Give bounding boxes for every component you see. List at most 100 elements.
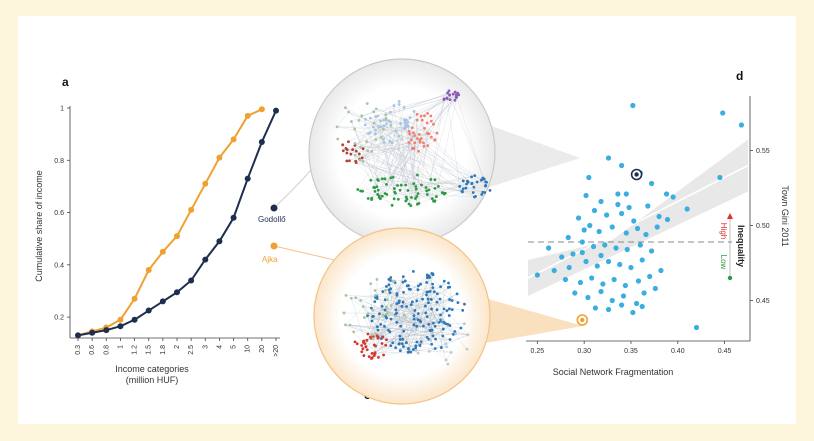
network-node <box>426 297 430 301</box>
scatter-point <box>623 230 629 236</box>
network-node <box>348 323 352 327</box>
income-series-point <box>145 307 152 314</box>
network-node <box>481 177 485 181</box>
network-edge <box>445 352 452 361</box>
network-node <box>364 118 368 121</box>
network-node <box>382 137 386 141</box>
network-edge <box>390 288 442 348</box>
network-node <box>438 297 442 301</box>
network-node <box>373 190 377 193</box>
network-node <box>415 340 419 344</box>
network-node <box>402 345 405 348</box>
network-node <box>413 197 417 200</box>
network-node <box>395 321 399 324</box>
network-edge <box>370 91 456 119</box>
scatter-point <box>577 279 584 286</box>
network-edge <box>449 95 486 182</box>
network-node <box>350 120 353 123</box>
network-edge <box>363 124 408 149</box>
network-node <box>360 344 364 347</box>
gini-y-tick-label: 0.50 <box>756 223 770 230</box>
network-node <box>344 147 348 150</box>
network-edge <box>367 320 373 335</box>
network-edge <box>369 320 421 357</box>
network-node <box>380 342 384 345</box>
scatter-point <box>596 228 602 235</box>
network-node <box>466 180 470 184</box>
network-edge <box>346 132 371 154</box>
scatter-point <box>617 261 623 268</box>
scatter-point <box>586 174 592 181</box>
network-node <box>430 332 434 335</box>
network-node <box>368 116 372 120</box>
network-node <box>357 152 361 156</box>
network-node <box>448 93 451 97</box>
network-node <box>383 324 386 328</box>
income-series-point <box>159 298 166 305</box>
confidence-band <box>528 139 748 296</box>
network-edge <box>376 108 407 120</box>
network-node <box>385 183 388 186</box>
income-series-point <box>75 332 81 339</box>
income-y-tick-label: 0.6 <box>54 210 64 217</box>
network-node <box>376 193 380 196</box>
network-node <box>447 89 451 93</box>
network-node <box>417 132 421 136</box>
scatter-point <box>613 245 619 251</box>
network-node <box>473 174 477 178</box>
network-edge <box>446 98 460 187</box>
network-node <box>424 304 427 308</box>
network-edge <box>434 185 486 201</box>
network-node <box>414 344 418 348</box>
network-node <box>379 322 383 326</box>
network-node <box>394 308 398 312</box>
network-node <box>405 284 409 288</box>
network-node <box>342 311 346 315</box>
network-node <box>372 186 376 189</box>
network-edge <box>400 323 446 340</box>
network-node <box>382 118 386 122</box>
scatter-point <box>658 267 664 274</box>
network-edge <box>363 133 430 149</box>
network-edge <box>359 159 437 197</box>
gini-x-tick-label: 0.30 <box>577 348 591 355</box>
network-edge <box>423 97 448 147</box>
income-series-point <box>145 267 152 274</box>
network-node <box>480 193 484 196</box>
scatter-point <box>670 194 676 200</box>
network-edge <box>423 100 456 147</box>
network-node <box>402 127 406 131</box>
network-node <box>365 140 368 143</box>
network-edge <box>428 275 459 303</box>
network-node <box>423 126 426 130</box>
network-node <box>410 300 414 304</box>
network-node <box>413 141 417 145</box>
network-node <box>351 148 355 151</box>
network-node <box>404 341 408 345</box>
network-node <box>391 175 395 179</box>
network-node <box>361 347 365 351</box>
scatter-point <box>579 239 585 245</box>
income-x-tick-label: 1.8 <box>160 345 167 355</box>
scatter-point <box>590 243 597 250</box>
network-node <box>335 125 339 129</box>
network-b-circle <box>308 58 496 246</box>
network-node <box>405 305 408 308</box>
network-node <box>398 349 402 353</box>
income-x-tick-label: 0.8 <box>103 345 110 355</box>
network-node <box>414 185 418 188</box>
scatter-point <box>534 272 540 278</box>
network-node <box>415 118 419 122</box>
network-node <box>371 337 375 340</box>
network-edge <box>367 315 376 347</box>
network-node <box>426 144 430 148</box>
network-node <box>422 324 425 328</box>
network-edge <box>384 107 405 194</box>
income-series-line <box>77 110 277 337</box>
network-node <box>384 117 388 120</box>
network-node <box>402 105 406 109</box>
network-node <box>470 175 474 179</box>
income-series-point <box>174 233 180 240</box>
network-node <box>446 362 450 366</box>
network-node <box>435 300 439 304</box>
